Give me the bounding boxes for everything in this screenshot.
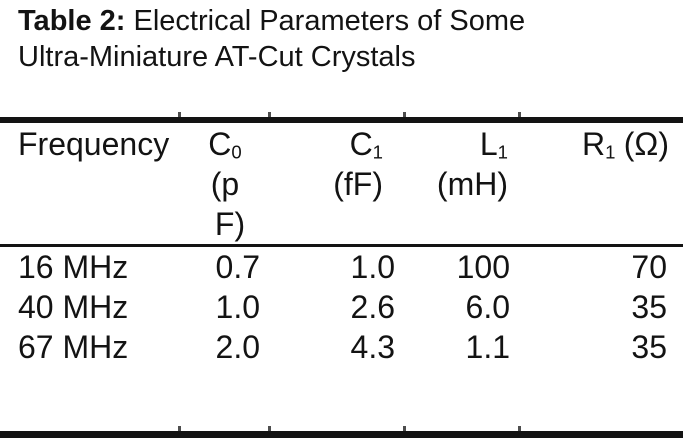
header-l1-unit-line: (mH) xyxy=(436,166,508,202)
cell-r1: 35 xyxy=(631,289,667,325)
table-caption-line2: Ultra-Miniature AT-Cut Crystals xyxy=(18,41,416,73)
column-tick xyxy=(403,112,406,117)
header-c0-unit-line2: F) xyxy=(214,206,246,242)
header-c0-unit-line1: (p xyxy=(210,166,240,202)
cell-frequency: 40 MHz xyxy=(18,289,129,325)
table-caption-label: Table 2: xyxy=(18,5,126,37)
l1-subscript: 1 xyxy=(497,141,508,163)
header-cell-c0: C0 (p F) xyxy=(180,124,270,244)
column-tick xyxy=(518,112,521,117)
parameters-table: Frequency C0 (p F) C1 (fF) L1 (mH) R1 (Ω)… xyxy=(0,112,683,438)
cell-r1: 70 xyxy=(631,249,667,285)
cell-frequency: 16 MHz xyxy=(18,249,129,285)
column-tick xyxy=(268,426,271,431)
table-caption-line1: Table 2: Electrical Parameters of Some xyxy=(18,3,525,39)
cell-l1: 1.1 xyxy=(465,329,510,365)
header-cell-l1: L1 (mH) xyxy=(405,124,520,244)
table-bottom-rule xyxy=(0,426,683,438)
cell-c0: 0.7 xyxy=(215,249,260,285)
cell-frequency: 67 MHz xyxy=(18,329,129,365)
table-row: 40 MHz 1.0 2.6 6.0 35 xyxy=(0,287,683,327)
cell-c1: 2.6 xyxy=(350,289,395,325)
header-l1-symbol-line: L1 xyxy=(479,126,508,163)
header-c1-symbol-line: C1 xyxy=(349,126,383,163)
header-r1-line: R1 (Ω) xyxy=(582,126,669,163)
header-cell-c1: C1 (fF) xyxy=(270,124,405,244)
header-separator-rule xyxy=(0,244,683,247)
column-tick xyxy=(268,112,271,117)
header-c1-unit-line: (fF) xyxy=(333,166,383,202)
table-header-row: Frequency C0 (p F) C1 (fF) L1 (mH) R1 (Ω) xyxy=(0,123,683,244)
column-tick xyxy=(178,112,181,117)
table-top-rule xyxy=(0,112,683,123)
header-c0-symbol-line: C0 xyxy=(208,126,242,163)
c1-subscript: 1 xyxy=(372,141,383,163)
cell-l1: 100 xyxy=(456,249,510,285)
column-tick xyxy=(403,426,406,431)
column-tick xyxy=(518,426,521,431)
header-cell-r1: R1 (Ω) xyxy=(520,124,683,244)
r1-unit: (Ω) xyxy=(623,126,669,162)
column-tick xyxy=(178,426,181,431)
header-cell-frequency: Frequency xyxy=(18,126,170,162)
table-row: 67 MHz 2.0 4.3 1.1 35 xyxy=(0,327,683,367)
table-body: 16 MHz 0.7 1.0 100 70 40 MHz 1.0 2.6 6.0… xyxy=(0,247,683,431)
r1-subscript: 1 xyxy=(605,141,616,163)
table-caption: Table 2: Electrical Parameters of Some U… xyxy=(18,3,525,75)
cell-l1: 6.0 xyxy=(465,289,510,325)
cell-c1: 1.0 xyxy=(350,249,395,285)
cell-c1: 4.3 xyxy=(350,329,395,365)
c0-subscript: 0 xyxy=(231,141,242,163)
cell-c0: 1.0 xyxy=(215,289,260,325)
cell-r1: 35 xyxy=(631,329,667,365)
cell-c0: 2.0 xyxy=(215,329,260,365)
table-caption-text: Electrical Parameters of Some xyxy=(125,5,526,37)
table-row: 16 MHz 0.7 1.0 100 70 xyxy=(0,247,683,287)
